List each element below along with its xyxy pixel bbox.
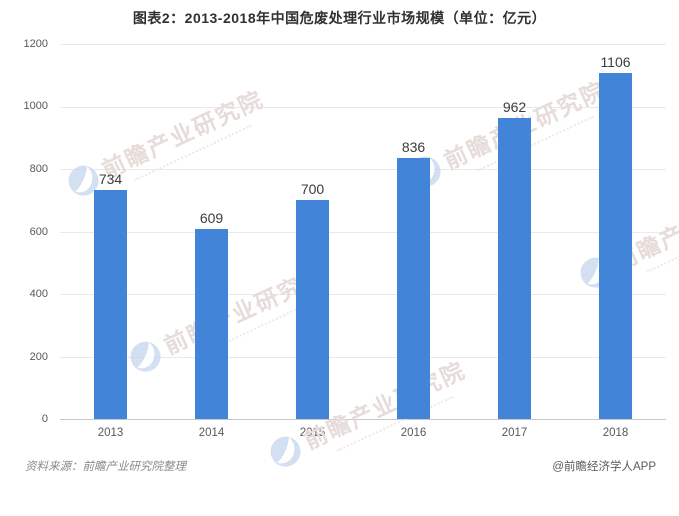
footer: 资料来源：前瞻产业研究院整理 @前瞻经济学人APP [25, 458, 656, 474]
gridline [60, 356, 666, 358]
bar-group-2014: 609 [161, 44, 262, 419]
gridline [60, 294, 666, 295]
bar-value-label: 609 [199, 209, 224, 226]
bar-series: 734 609 700 836 962 1106 [60, 44, 666, 419]
x-tick-label: 2017 [501, 427, 528, 439]
bar-2015 [296, 200, 329, 419]
y-tick-label: 1200 [23, 38, 48, 50]
bar-value-label: 700 [300, 181, 325, 198]
chart-title: 图表2：2013-2018年中国危废处理行业市场规模（单位：亿元） [132, 10, 547, 26]
bar-value-label: 836 [401, 138, 426, 155]
gridline [60, 106, 666, 108]
bar-group-2018: 1106 [565, 44, 666, 419]
bar-2016 [397, 157, 430, 419]
bar-value-label: 1106 [600, 54, 631, 71]
bar-group-2015: 700 [262, 44, 363, 419]
x-axis-baseline [60, 419, 666, 420]
bar-value-label: 734 [98, 170, 123, 187]
y-tick-label: 0 [41, 413, 48, 425]
y-tick-label: 1000 [23, 100, 48, 113]
bar-value-label: 962 [502, 99, 527, 116]
x-tick-label: 2016 [400, 427, 427, 439]
x-tick-label: 2018 [602, 427, 629, 439]
x-tick-label: 2014 [198, 427, 225, 439]
x-tick-label: 2013 [97, 427, 124, 439]
credit-note: @前瞻经济学人APP [552, 461, 656, 473]
x-axis: 2013 2014 2015 2016 2017 2018 [60, 427, 666, 439]
bar-2013 [94, 189, 127, 419]
gridline [60, 44, 666, 45]
gridline [60, 169, 666, 170]
y-tick-label: 600 [29, 225, 48, 238]
bar-group-2016: 836 [363, 44, 464, 419]
plot-area: 734 609 700 836 962 1106 [60, 44, 666, 420]
source-note: 资料来源：前瞻产业研究院整理 [25, 461, 186, 473]
y-tick-label: 200 [29, 350, 48, 363]
gridline [60, 231, 666, 233]
bar-group-2017: 962 [464, 44, 565, 419]
y-tick-label: 800 [29, 162, 48, 175]
x-tick-label: 2015 [299, 427, 326, 439]
y-axis: 1200 1000 800 600 400 200 0 [8, 39, 48, 425]
bar-2014 [195, 228, 228, 419]
y-tick-label: 400 [29, 287, 48, 300]
bar-2018 [599, 73, 632, 419]
bar-2017 [498, 118, 531, 419]
bar-group-2013: 734 [60, 44, 161, 419]
